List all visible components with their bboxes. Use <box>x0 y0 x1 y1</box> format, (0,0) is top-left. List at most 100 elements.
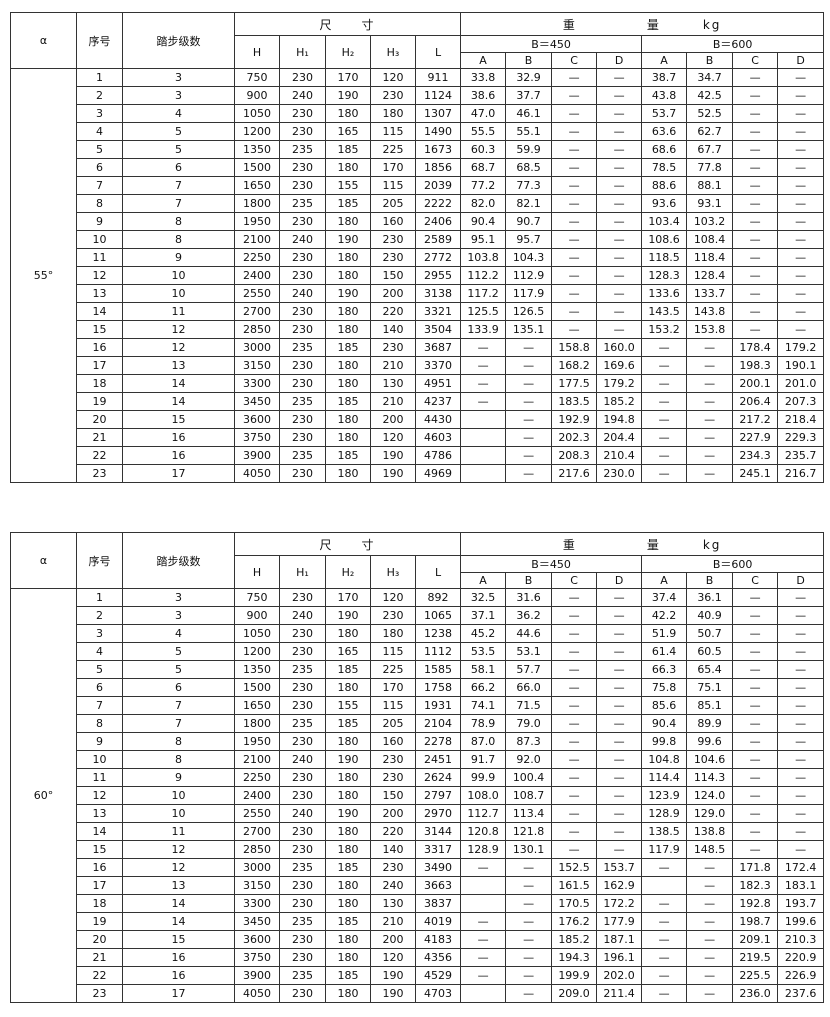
cell-w600-d: — <box>777 786 825 805</box>
cell-w450-c: 170.5 <box>551 894 598 913</box>
cell-l: 4951 <box>414 374 462 393</box>
cell-w600-a: 153.2 <box>641 320 688 339</box>
cell-w600-c: — <box>732 176 779 195</box>
table-row: 9 8 1950 230 180 160 2406 90.4 90.7— —103.4 103.2—… <box>11 212 825 231</box>
cell-h: 1950 <box>234 732 280 751</box>
cell-h: 750 <box>234 68 280 87</box>
cell-w600-b: — <box>686 338 734 357</box>
cell-w600-a: 93.6 <box>641 194 688 213</box>
table-row: 17 13 3150 230 180 240 3663—161.5 162.9—182.3 18… <box>11 876 825 895</box>
cell-w600-b: 36.1 <box>686 588 734 607</box>
cell-seq: 1 <box>76 588 123 607</box>
cell-w450-d: — <box>596 194 643 213</box>
cell-w600-a: 85.6 <box>641 696 688 715</box>
table-row: 6 6 1500 230 180 170 1758 66.2 66.0— —75.8 75.1— — <box>11 678 825 697</box>
cell-seq: 6 <box>76 158 123 177</box>
cell-w450-c: 158.8 <box>551 338 598 357</box>
cell-w450-a: 60.3 <box>460 140 507 159</box>
cell-w450-b: 79.0 <box>505 714 553 733</box>
cell-h1: 235 <box>279 140 326 159</box>
cell-h3: 210 <box>370 392 416 411</box>
cell-seq: 20 <box>76 410 123 429</box>
cell-h3: 150 <box>370 786 416 805</box>
cell-w600-b: 75.1 <box>686 678 734 697</box>
cell-w600-a: 51.9 <box>641 624 688 643</box>
cell-l: 911 <box>414 68 462 87</box>
cell-w600-a: 118.5 <box>641 248 688 267</box>
cell-seq: 1 <box>76 68 123 87</box>
cell-w600-c: 217.2 <box>732 410 779 429</box>
header-seq: 序号 <box>76 532 123 589</box>
cell-w600-c: 209.1 <box>732 930 779 949</box>
cell-h2: 170 <box>325 588 371 607</box>
cell-w450-c: — <box>551 588 598 607</box>
spec-table-55: α 序号 踏步级数尺 寸重 量 kg H H₁ H₂ H₃ L B＝450 B＝600 A B C D A B… <box>10 12 825 483</box>
cell-steps: 7 <box>122 714 235 733</box>
cell-h: 3150 <box>234 876 280 895</box>
cell-h: 3450 <box>234 912 280 931</box>
table-row: 7 7 1650 230 155 115 1931 74.1 71.5— —85.6 85.1— — <box>11 696 825 715</box>
cell-steps: 8 <box>122 230 235 249</box>
cell-h: 900 <box>234 86 280 105</box>
cell-seq: 22 <box>76 966 123 985</box>
cell-w450-c: — <box>551 302 598 321</box>
cell-w450-c: — <box>551 714 598 733</box>
cell-h: 1650 <box>234 176 280 195</box>
cell-w450-a <box>460 410 507 429</box>
cell-w600-a: 133.6 <box>641 284 688 303</box>
cell-steps: 6 <box>122 158 235 177</box>
cell-w450-c: 199.9 <box>551 966 598 985</box>
table-row: 16 12 3000 235 185 230 3490— —152.5 153.7— —171.8… <box>11 858 825 877</box>
cell-h1: 230 <box>279 266 326 285</box>
header-b600: B＝600 <box>641 35 825 53</box>
table-row: 7 7 1650 230 155 115 2039 77.2 77.3— —88.6 88.1— — <box>11 176 825 195</box>
cell-w600-c: 178.4 <box>732 338 779 357</box>
cell-w600-d: 237.6 <box>777 984 825 1003</box>
cell-w450-a: 112.2 <box>460 266 507 285</box>
cell-h2: 185 <box>325 194 371 213</box>
header-dimensions: 尺 寸 <box>233 532 462 556</box>
cell-w450-d: — <box>596 750 643 769</box>
cell-seq: 3 <box>76 104 123 123</box>
cell-w600-a: — <box>641 374 688 393</box>
cell-w450-a: 108.0 <box>460 786 507 805</box>
cell-w450-b: 117.9 <box>505 284 553 303</box>
cell-w450-d: — <box>596 230 643 249</box>
cell-w450-b: 104.3 <box>505 248 553 267</box>
cell-w600-d: — <box>777 122 825 141</box>
cell-w600-c: — <box>732 768 779 787</box>
cell-w600-b: — <box>686 858 734 877</box>
cell-w600-c: — <box>732 68 779 87</box>
cell-h1: 230 <box>279 104 326 123</box>
cell-w450-a: 120.8 <box>460 822 507 841</box>
cell-h1: 230 <box>279 930 326 949</box>
cell-w600-c: — <box>732 696 779 715</box>
header-alpha: α <box>10 12 77 69</box>
table-row: 22 16 3900 235 185 190 4529— —199.9 202.0— —225.5… <box>11 966 825 985</box>
cell-w600-c: — <box>732 606 779 625</box>
cell-h2: 180 <box>325 266 371 285</box>
cell-w600-c: 198.3 <box>732 356 779 375</box>
cell-w450-c: 185.2 <box>551 930 598 949</box>
cell-h: 2250 <box>234 248 280 267</box>
cell-w450-c: — <box>551 660 598 679</box>
cell-w450-a <box>460 446 507 465</box>
table-row: 17 13 3150 230 180 210 3370— —168.2 169.6— —198.3… <box>11 356 825 375</box>
cell-w600-c: — <box>732 660 779 679</box>
cell-h3: 205 <box>370 194 416 213</box>
cell-steps: 7 <box>122 696 235 715</box>
cell-w450-c: — <box>551 320 598 339</box>
cell-h1: 230 <box>279 410 326 429</box>
cell-l: 4969 <box>414 464 462 483</box>
cell-h: 2400 <box>234 266 280 285</box>
header-dim-h1: H₁ <box>279 555 326 589</box>
cell-steps: 12 <box>122 338 235 357</box>
cell-h: 1500 <box>234 158 280 177</box>
cell-h1: 230 <box>279 948 326 967</box>
cell-seq: 19 <box>76 392 123 411</box>
cell-w600-c: 182.3 <box>732 876 779 895</box>
cell-w600-b: 62.7 <box>686 122 734 141</box>
cell-w450-c: 208.3 <box>551 446 598 465</box>
cell-seq: 11 <box>76 248 123 267</box>
header-w600-d: D <box>777 52 825 69</box>
